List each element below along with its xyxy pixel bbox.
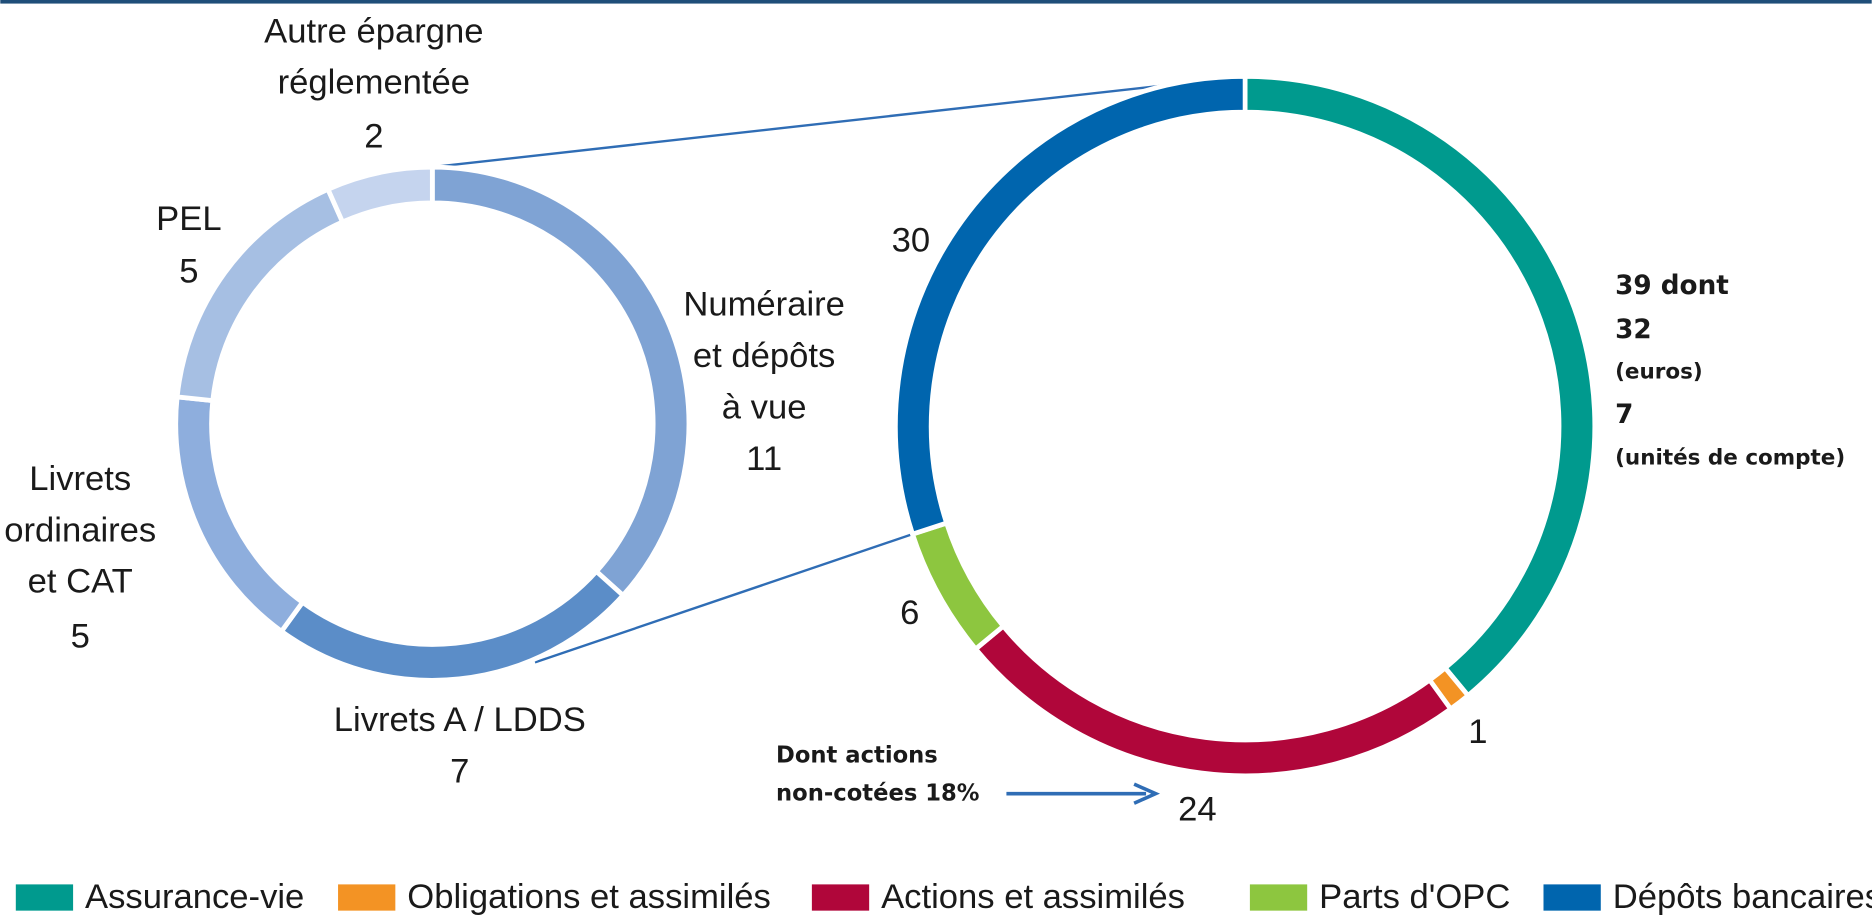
donut-segment <box>909 520 1007 653</box>
category-label: Livrets ordinaires et CAT <box>4 460 156 601</box>
legend-swatch <box>15 884 74 911</box>
donut-segment <box>429 164 692 599</box>
top-border <box>0 0 1872 4</box>
annotation: Dont actions non-cotées 18% <box>776 742 979 806</box>
donut-segment <box>173 394 306 635</box>
connector <box>432 75 1246 169</box>
legend-swatch <box>1249 884 1308 911</box>
value-label: 5 <box>71 618 90 656</box>
value-label: 11 <box>746 440 782 478</box>
legend-label: Parts d'OPC <box>1319 878 1510 916</box>
legend-swatch <box>811 884 870 911</box>
value-label: 5 <box>179 252 198 290</box>
breakdown-label: (unités de compte) <box>1615 445 1845 470</box>
legend-label: Dépôts bancaires <box>1613 878 1872 916</box>
breakdown-value: 7 <box>1615 400 1633 430</box>
category-label: Autre épargne réglementée <box>264 13 483 102</box>
category-label: PEL <box>156 200 221 238</box>
donut-segment <box>893 73 1248 538</box>
value-label: 2 <box>364 118 383 156</box>
category-label: Livrets A / LDDS <box>334 701 586 739</box>
donut-segment <box>1242 73 1598 699</box>
legend-label: Assurance-vie <box>85 878 304 916</box>
annotation-arrowhead <box>1133 782 1161 805</box>
value-label: 24 <box>1178 791 1217 829</box>
value-label: 1 <box>1468 713 1487 751</box>
value-label: 7 <box>450 753 469 791</box>
donut-segment <box>324 164 435 226</box>
legend-swatch <box>338 884 396 911</box>
value-label: 6 <box>900 594 919 632</box>
legend-label: Actions et assimilés <box>881 878 1185 916</box>
connector <box>534 533 913 664</box>
value-label: 30 <box>892 221 931 259</box>
breakdown-label: (euros) <box>1615 359 1703 384</box>
donut-segment <box>278 568 627 683</box>
legend-label: Obligations et assimilés <box>407 878 771 916</box>
donut-segment <box>972 622 1454 779</box>
breakdown-value: 32 <box>1615 315 1652 345</box>
category-label: Numéraire et dépôts à vue <box>683 286 845 427</box>
value-label: 39 dont <box>1615 271 1729 301</box>
legend-swatch <box>1543 884 1601 911</box>
